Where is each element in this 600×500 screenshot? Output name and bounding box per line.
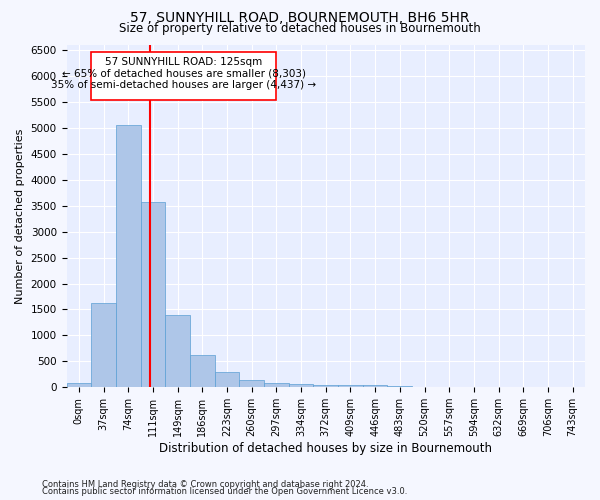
Text: Contains public sector information licensed under the Open Government Licence v3: Contains public sector information licen… — [42, 488, 407, 496]
Text: Contains HM Land Registry data © Crown copyright and database right 2024.: Contains HM Land Registry data © Crown c… — [42, 480, 368, 489]
Text: Size of property relative to detached houses in Bournemouth: Size of property relative to detached ho… — [119, 22, 481, 35]
Bar — [239, 380, 264, 387]
FancyBboxPatch shape — [91, 52, 277, 100]
Bar — [165, 314, 190, 387]
Bar — [190, 355, 215, 387]
Text: 57, SUNNYHILL ROAD, BOURNEMOUTH, BH6 5HR: 57, SUNNYHILL ROAD, BOURNEMOUTH, BH6 5HR — [130, 12, 470, 26]
Bar — [363, 385, 388, 387]
X-axis label: Distribution of detached houses by size in Bournemouth: Distribution of detached houses by size … — [159, 442, 492, 455]
Bar — [412, 386, 437, 387]
Bar — [215, 372, 239, 387]
Bar — [140, 202, 165, 387]
Bar — [338, 385, 363, 387]
Y-axis label: Number of detached properties: Number of detached properties — [15, 128, 25, 304]
Bar — [388, 386, 412, 387]
Bar — [264, 382, 289, 387]
Text: 57 SUNNYHILL ROAD: 125sqm: 57 SUNNYHILL ROAD: 125sqm — [105, 58, 262, 68]
Text: ← 65% of detached houses are smaller (8,303): ← 65% of detached houses are smaller (8,… — [62, 69, 306, 79]
Bar — [116, 126, 140, 387]
Text: 35% of semi-detached houses are larger (4,437) →: 35% of semi-detached houses are larger (… — [51, 80, 316, 90]
Bar — [289, 384, 313, 387]
Bar — [91, 303, 116, 387]
Bar — [313, 384, 338, 387]
Bar — [67, 383, 91, 387]
